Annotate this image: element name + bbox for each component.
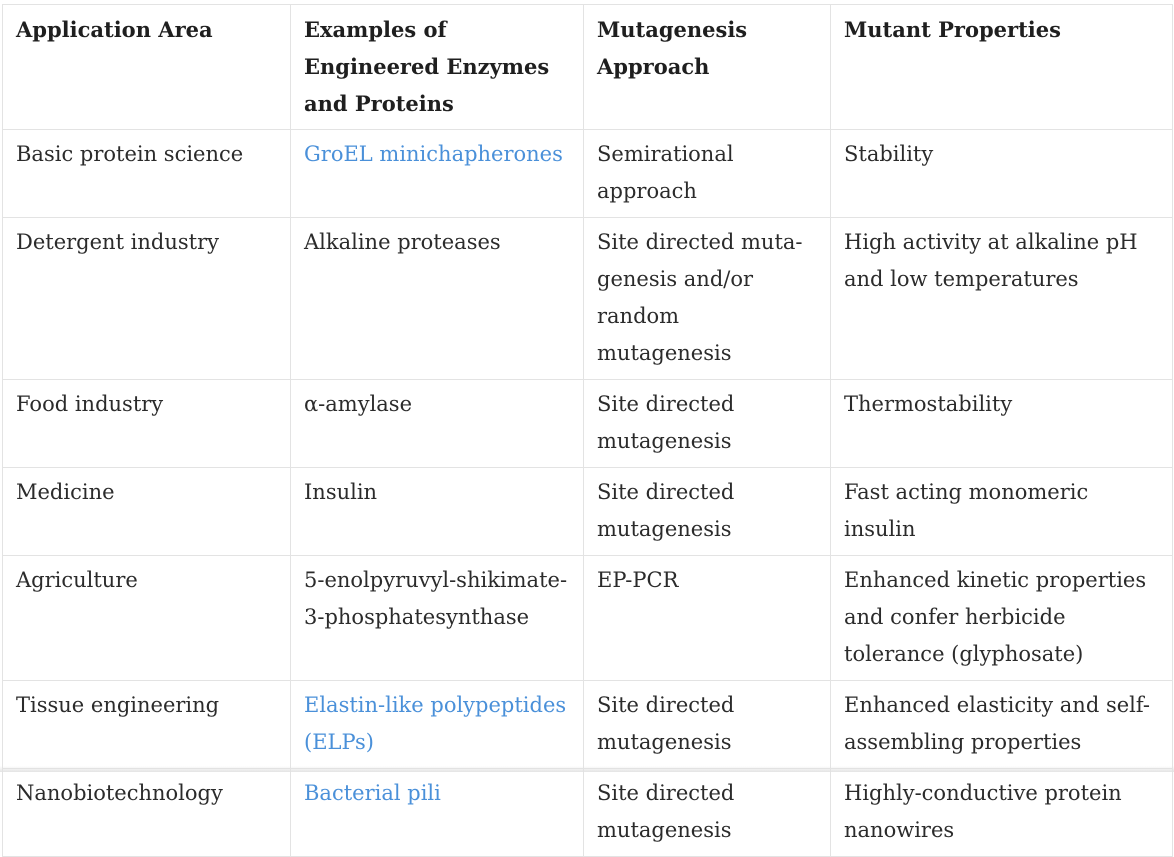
- cell-properties: Enhanced elasticity and self-as­sem­blin…: [830, 680, 1173, 769]
- cell-example: Elastin-like polypeptides (ELPs): [290, 680, 584, 769]
- scroll-fade: [0, 766, 1174, 772]
- table-row: Basic protein science GroEL minichaphero…: [2, 129, 1173, 218]
- header-examples: Examples of Engineered Enzymes and Prote…: [290, 4, 584, 130]
- cell-properties: Thermostability: [830, 379, 1173, 468]
- cell-example: α-amylase: [290, 379, 584, 468]
- cell-approach: Site directed mutagenesis: [583, 467, 831, 556]
- example-link[interactable]: Elastin-like polypeptides (ELPs): [304, 693, 567, 754]
- cell-application-area: Medicine: [2, 467, 291, 556]
- table-row: Tissue engineering Elastin-like polypept…: [2, 680, 1173, 769]
- cell-properties: Highly-conductive protein nanowires: [830, 768, 1173, 857]
- cell-example: GroEL minichapherones: [290, 129, 584, 218]
- cell-properties: Fast acting monomeric insulin: [830, 467, 1173, 556]
- cell-application-area: Tissue engineering: [2, 680, 291, 769]
- table-header: Application Area Examples of Engineered …: [2, 4, 1173, 130]
- example-link[interactable]: Bacterial pili: [304, 781, 441, 805]
- cell-application-area: Agriculture: [2, 555, 291, 681]
- table-row: Detergent industry Alkaline proteases Si…: [2, 217, 1173, 380]
- cell-approach: EP-PCR: [583, 555, 831, 681]
- cell-example: Alkaline proteases: [290, 217, 584, 380]
- cell-approach: Site directed mutagenesis: [583, 379, 831, 468]
- example-link[interactable]: GroEL minichapherones: [304, 142, 563, 166]
- cell-application-area: Detergent industry: [2, 217, 291, 380]
- header-row: Application Area Examples of Engineered …: [2, 4, 1173, 130]
- table-body: Basic protein science GroEL minichaphero…: [2, 129, 1173, 857]
- header-application-area: Application Area: [2, 4, 291, 130]
- cell-properties: Stability: [830, 129, 1173, 218]
- cell-approach: Site directed mutagenesis: [583, 768, 831, 857]
- cell-example: Bacterial pili: [290, 768, 584, 857]
- table-row: Nanobiotechnology Bacterial pili Site di…: [2, 768, 1173, 857]
- table-row: Medicine Insulin Site directed mutagenes…: [2, 467, 1173, 556]
- cell-application-area: Nanobiotechnology: [2, 768, 291, 857]
- cell-approach: Site directed mutagenesis: [583, 680, 831, 769]
- cell-approach: Semirational approach: [583, 129, 831, 218]
- cell-properties: Enhanced kinetic properties and confer h…: [830, 555, 1173, 681]
- cell-application-area: Food industry: [2, 379, 291, 468]
- cell-example: Insulin: [290, 467, 584, 556]
- cell-approach: Site directed muta­ge­ne­sis and/or rand…: [583, 217, 831, 380]
- header-mutagenesis-approach: Mutagenesis Approach: [583, 4, 831, 130]
- cell-properties: High activity at alkaline pH and low tem…: [830, 217, 1173, 380]
- cell-example: 5-enolpyruvyl-shikimate-3-phosphatesynth…: [290, 555, 584, 681]
- header-mutant-properties: Mutant Properties: [830, 4, 1173, 130]
- engineered-proteins-table: Application Area Examples of Engineered …: [2, 4, 1173, 857]
- cell-application-area: Basic protein science: [2, 129, 291, 218]
- table-row: Food industry α-amylase Site directed mu…: [2, 379, 1173, 468]
- table-row: Agriculture 5-enolpyruvyl-shikimate-3-ph…: [2, 555, 1173, 681]
